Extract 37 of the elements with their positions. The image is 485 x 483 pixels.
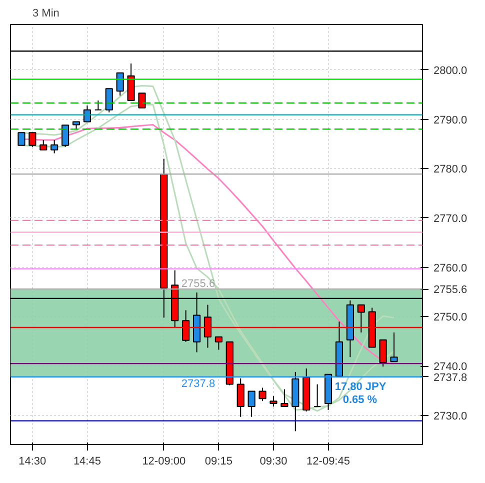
candlestick [248, 390, 256, 418]
candlestick [40, 139, 48, 150]
candlestick [214, 336, 222, 350]
x-tick-label: 12-09:45 [306, 456, 350, 468]
candlestick [94, 100, 102, 110]
x-tick-label: 09:15 [204, 456, 232, 468]
y-tick-label: 2760.0 [434, 262, 468, 274]
x-tick-label: 12-09:00 [142, 456, 186, 468]
candlestick [390, 332, 398, 362]
candlestick [270, 396, 278, 407]
candlestick [236, 378, 244, 418]
candlestick [105, 88, 113, 113]
candlestick [314, 384, 322, 407]
candlestick [258, 387, 266, 402]
y-tick-label: 2750.0 [434, 312, 468, 324]
x-tick-label: 09:30 [260, 456, 288, 468]
text: 2737.8 [434, 372, 468, 384]
candlestick [138, 92, 146, 108]
ref-line-label: 2737.8 [181, 378, 216, 390]
candlestick [50, 139, 58, 154]
annotation: 0.65 % [342, 394, 378, 406]
candlestick [18, 132, 26, 146]
y-tick-label: 2800.0 [434, 64, 468, 77]
annotation: 17.80 JPY [334, 380, 387, 393]
y-tick-label: 2730.0 [434, 410, 468, 422]
y-tick-label: 2780.0 [434, 164, 468, 176]
candlestick [379, 339, 387, 368]
text: 2755.6 [434, 284, 468, 296]
candlestick [62, 124, 70, 148]
x-tick-label: 14:45 [73, 456, 101, 468]
candlestick [280, 388, 288, 407]
x-tick-label: 14:30 [18, 456, 46, 468]
y-tick-label: 2790.0 [434, 114, 468, 126]
candlestick [28, 132, 36, 148]
y-tick-label: 2770.0 [434, 212, 468, 225]
y-tick-label: 2740.0 [434, 361, 468, 374]
chart-title: 3 Min [32, 8, 60, 20]
